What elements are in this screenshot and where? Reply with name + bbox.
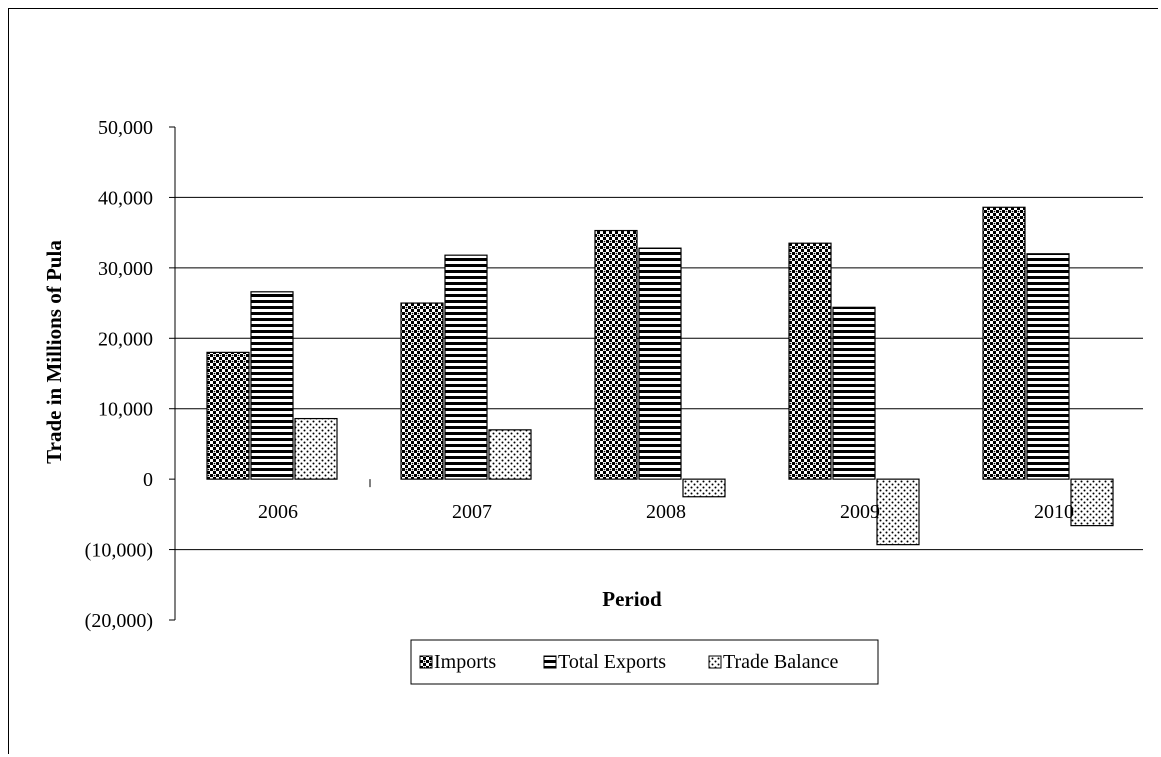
bar-imports-2010	[982, 206, 1026, 480]
chart-frame	[8, 8, 1158, 754]
y-axis-title: Trade in Millions of Pula	[42, 240, 66, 464]
tick-labels: (20,000) (10,000) 0 10,000 20,000 30,000 40,00…	[85, 117, 1074, 632]
bar-trade-balance-2008	[682, 478, 726, 498]
y-tick-label: 0	[143, 469, 153, 491]
bar-total-exports-2010	[1026, 253, 1070, 480]
bar-total-exports-2008	[638, 247, 682, 480]
bar-trade-balance-2006	[294, 417, 338, 480]
legend-label-trade-balance: Trade Balance	[723, 651, 838, 673]
bar-imports-2006	[206, 351, 250, 480]
bar-imports-2008	[594, 229, 638, 480]
axes	[169, 126, 371, 621]
y-tick-label: 50,000	[98, 117, 153, 139]
legend-label-imports: Imports	[434, 651, 496, 673]
y-tick-label: 20,000	[98, 328, 153, 350]
bar-total-exports-2007	[444, 254, 488, 480]
bar-trade-balance-2010	[1070, 478, 1114, 527]
legend-label-total-exports: Total Exports	[558, 651, 666, 673]
bar-trade-balance-2009	[876, 478, 920, 546]
legend-swatch-trade-balance	[708, 655, 722, 669]
legend-box	[410, 639, 879, 685]
y-tick-label: 30,000	[98, 258, 153, 280]
y-tick-label: 10,000	[98, 399, 153, 421]
x-tick-label: 2008	[646, 501, 686, 523]
x-tick-label: 2009	[840, 501, 880, 523]
x-tick-label: 2006	[258, 501, 298, 523]
legend: Imports Total Exports Trade Balance	[410, 639, 879, 685]
bars	[206, 206, 1114, 546]
bar-trade-balance-2007	[488, 429, 532, 480]
x-tick-label: 2007	[452, 501, 492, 523]
bar-total-exports-2009	[832, 306, 876, 480]
y-tick-label: (20,000)	[85, 610, 153, 632]
legend-swatch-total-exports	[543, 655, 557, 669]
bar-imports-2007	[400, 302, 444, 480]
bar-total-exports-2006	[250, 291, 294, 480]
y-tick-label: 40,000	[98, 187, 153, 209]
x-tick-label: 2010	[1034, 501, 1074, 523]
y-tick-label: (10,000)	[85, 540, 153, 562]
bar-imports-2009	[788, 242, 832, 480]
x-axis-title: Period	[602, 587, 662, 611]
legend-swatch-imports	[419, 655, 433, 669]
